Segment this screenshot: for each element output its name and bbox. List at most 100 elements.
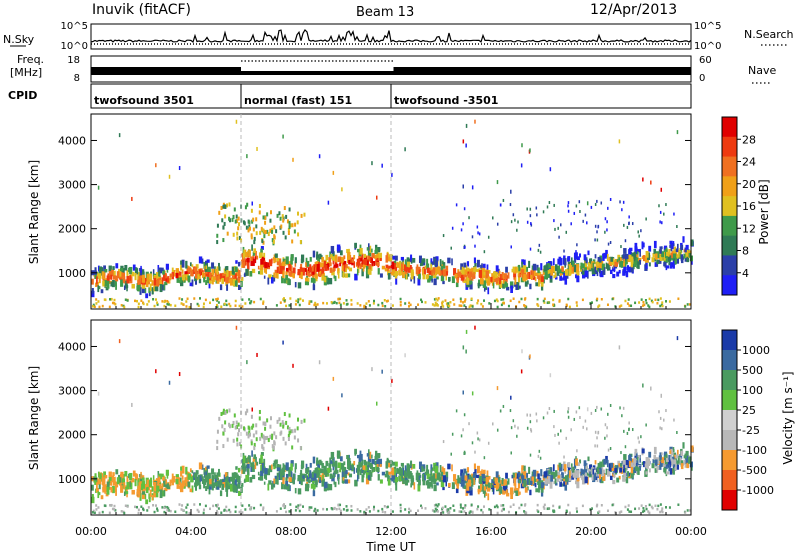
velocity-cell (499, 483, 501, 490)
velocity-cell (387, 462, 391, 468)
power-cell (314, 303, 317, 307)
velocity-cell (435, 462, 439, 468)
power-cell (441, 303, 444, 307)
freq-label: Freq. (17, 53, 44, 66)
power-cell (600, 266, 605, 271)
power-cell (529, 207, 532, 211)
velocity-cell (473, 463, 476, 470)
velocity-cell (208, 486, 212, 490)
velocity-cell (267, 438, 270, 443)
power-cell (680, 247, 683, 254)
velocity-cell (637, 467, 640, 475)
velocity-cell (371, 464, 373, 472)
velocity-cell (347, 472, 350, 476)
power-cell (614, 261, 618, 267)
velocity-cell (330, 451, 335, 460)
power-cell (312, 277, 316, 284)
power-cell (396, 262, 400, 268)
power-cell (518, 273, 521, 278)
power-cell (240, 277, 244, 281)
velocity-cell (368, 469, 372, 476)
velocity-cell (235, 484, 239, 489)
velocity-cell (604, 423, 607, 427)
velocity-cell (185, 479, 189, 484)
power-cell (146, 303, 149, 306)
velocity-cell (625, 476, 629, 484)
power-cell (306, 269, 309, 276)
velocity-cell (182, 509, 185, 512)
power-cell (321, 256, 324, 263)
velocity-cell (294, 428, 297, 433)
velocity-cell (216, 472, 219, 481)
power-cell (278, 263, 282, 269)
power-cell (251, 258, 255, 266)
power-cell (178, 275, 181, 280)
velocity-cell (215, 509, 218, 513)
power-cell (371, 161, 373, 166)
velocity-cell (226, 437, 229, 442)
velocity-cell (675, 454, 679, 459)
power-cell (481, 263, 483, 271)
power-cell (272, 239, 275, 244)
velocity-cell (674, 463, 677, 471)
velocity-cell (178, 477, 180, 482)
velocity-cell (232, 420, 235, 425)
colorbar-tick-label: 12 (742, 222, 756, 235)
velocity-cell (234, 425, 237, 430)
velocity-cell (281, 467, 286, 473)
velocity-cell (424, 471, 427, 475)
velocity-cell (390, 467, 395, 476)
power-cell (246, 202, 249, 207)
power-cell (391, 269, 394, 276)
velocity-cell (91, 484, 94, 491)
velocity-cell (365, 466, 369, 472)
velocity-cell (470, 485, 473, 490)
velocity-cell (283, 484, 287, 490)
power-cell (145, 281, 149, 288)
velocity-cell (126, 505, 129, 508)
power-cell (390, 261, 395, 270)
velocity-cell (555, 482, 558, 486)
velocity-cell (238, 428, 241, 433)
cpid-label: CPID (8, 89, 37, 102)
velocity-cell (325, 508, 328, 511)
velocity-cell (462, 345, 465, 350)
velocity-cell (203, 478, 207, 485)
power-cell (671, 250, 675, 257)
power-cell (156, 301, 159, 304)
power-cell (236, 236, 239, 241)
velocity-cell (229, 510, 232, 514)
power-cell (616, 271, 620, 277)
power-cell (217, 301, 220, 304)
velocity-cell (178, 503, 181, 506)
power-cell (387, 273, 391, 280)
velocity-cell (253, 454, 257, 460)
velocity-cell (163, 489, 166, 497)
velocity-cell (433, 484, 437, 492)
power-cell (98, 305, 101, 309)
colorbar-swatch (722, 215, 737, 237)
velocity-cell (651, 463, 655, 469)
power-cell (95, 282, 97, 288)
velocity-cell (156, 509, 159, 512)
velocity-cell (516, 434, 518, 438)
power-cell (282, 134, 284, 139)
velocity-cell (402, 467, 404, 476)
velocity-cell (166, 483, 169, 489)
power-cell (648, 297, 651, 301)
velocity-cell (236, 437, 239, 442)
velocity-cell (584, 476, 588, 484)
velocity-cell (129, 472, 133, 481)
velocity-cell (190, 476, 194, 483)
velocity-cell (631, 428, 634, 432)
velocity-cell (543, 507, 546, 510)
velocity-cell (469, 510, 472, 513)
power-cell (679, 248, 682, 252)
power-cell (322, 272, 325, 277)
power-cell (194, 276, 197, 282)
power-cell (654, 257, 657, 262)
colorbar-tick-label: 500 (742, 364, 763, 377)
velocity-cell (151, 495, 154, 501)
velocity-cell (517, 481, 521, 489)
